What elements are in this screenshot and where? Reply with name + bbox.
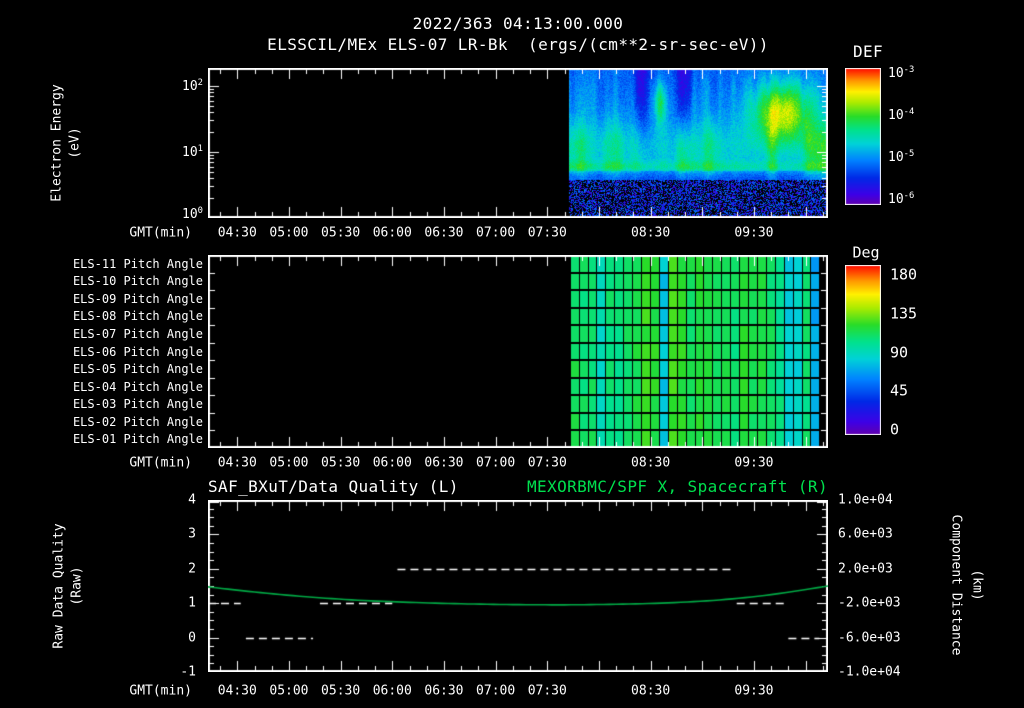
- x-tick-label-pitch: 08:30: [631, 455, 671, 471]
- x-tick-label-pitch: 07:30: [527, 455, 567, 471]
- deg-colorbar-tick-label: 45: [890, 381, 909, 400]
- quality-ytick-label: 2: [188, 561, 196, 577]
- quality-ytick-label: 4: [188, 492, 196, 508]
- x-tick-label-energy: 07:30: [527, 225, 567, 241]
- quality-ytick-label: 3: [188, 526, 196, 542]
- x-tick-label-quality: 08:30: [631, 683, 671, 699]
- x-tick-label-pitch: 07:00: [476, 455, 516, 471]
- quality-axis-units: (Raw): [69, 566, 85, 606]
- distance-ytick-label: -6.0e+03: [838, 630, 901, 646]
- x-tick-label-pitch: 06:00: [372, 455, 412, 471]
- quality-axis-label: Raw Data Quality: [51, 523, 67, 649]
- pitch-row-label: ELS-02 Pitch Angle: [72, 414, 203, 429]
- x-tick-label-quality: 09:30: [734, 683, 774, 699]
- x-tick-label-energy: 07:00: [476, 225, 516, 241]
- energy-axis-units: (eV): [67, 127, 83, 159]
- deg-colorbar: [845, 265, 881, 435]
- electron-energy-spectrogram: [208, 68, 828, 218]
- x-tick-label-quality: 05:30: [321, 683, 361, 699]
- pitch-row-label: ELS-09 Pitch Angle: [72, 291, 203, 306]
- pitch-row-label: ELS-10 Pitch Angle: [72, 274, 203, 289]
- deg-colorbar-tick-label: 0: [890, 420, 900, 439]
- energy-ytick-label: 102: [182, 77, 203, 94]
- pitch-row-label: ELS-06 Pitch Angle: [72, 344, 203, 359]
- x-tick-label-energy: 06:00: [372, 225, 412, 241]
- quality-title-right: MEXORBMC/SPF X, Spacecraft (R): [527, 477, 828, 496]
- gmt-label-pitch: GMT(min): [129, 455, 192, 471]
- gmt-label-quality: GMT(min): [129, 683, 192, 699]
- timestamp-title: 2022/363 04:13:00.000: [412, 14, 624, 33]
- quality-ytick-label: -1: [180, 664, 196, 680]
- x-tick-label-pitch: 04:30: [217, 455, 257, 471]
- distance-ytick-label: -1.0e+04: [838, 664, 901, 680]
- distance-axis-label: Component Distance: [948, 514, 964, 656]
- distance-axis-units: (km): [969, 569, 985, 601]
- x-tick-label-quality: 07:30: [527, 683, 567, 699]
- x-tick-label-pitch: 06:30: [424, 455, 464, 471]
- x-tick-label-energy: 05:00: [269, 225, 309, 241]
- distance-ytick-label: -2.0e+03: [838, 595, 901, 611]
- deg-colorbar-tick-label: 90: [890, 343, 909, 362]
- pitch-row-label: ELS-05 Pitch Angle: [72, 362, 203, 377]
- x-tick-label-quality: 05:00: [269, 683, 309, 699]
- pitch-row-label: ELS-04 Pitch Angle: [72, 379, 203, 394]
- energy-axis-label: Electron Energy: [49, 84, 65, 202]
- distance-ytick-label: 1.0e+04: [838, 492, 893, 508]
- x-tick-label-quality: 07:00: [476, 683, 516, 699]
- quality-ytick-label: 0: [188, 630, 196, 646]
- x-tick-label-energy: 06:30: [424, 225, 464, 241]
- pitch-row-label: ELS-07 Pitch Angle: [72, 326, 203, 341]
- x-tick-label-energy: 09:30: [734, 225, 774, 241]
- energy-ytick-label: 100: [182, 205, 203, 223]
- x-tick-label-energy: 04:30: [217, 225, 257, 241]
- def-colorbar-title: DEF: [852, 42, 884, 61]
- x-tick-label-quality: 06:30: [424, 683, 464, 699]
- pitch-row-label: ELS-08 Pitch Angle: [72, 309, 203, 324]
- x-tick-label-quality: 06:00: [372, 683, 412, 699]
- distance-ytick-label: 6.0e+03: [838, 526, 893, 542]
- x-tick-label-energy: 05:30: [321, 225, 361, 241]
- x-tick-label-pitch: 05:30: [321, 455, 361, 471]
- deg-colorbar-tick-label: 180: [890, 265, 918, 284]
- quality-distance-plot: [208, 500, 828, 672]
- def-colorbar: [845, 68, 881, 205]
- quality-ytick-label: 1: [188, 595, 196, 611]
- def-colorbar-tick-label: 10-6: [888, 191, 915, 208]
- pitch-row-label: ELS-11 Pitch Angle: [72, 256, 203, 271]
- def-colorbar-tick-label: 10-5: [888, 149, 915, 166]
- plot-title: ELSSCIL/MEx ELS-07 LR-Bk (ergs/(cm**2-sr…: [267, 35, 769, 54]
- def-colorbar-tick-label: 10-4: [888, 107, 915, 124]
- deg-colorbar-tick-label: 135: [890, 304, 918, 323]
- x-tick-label-quality: 04:30: [217, 683, 257, 699]
- x-tick-label-energy: 08:30: [631, 225, 671, 241]
- pitch-row-label: ELS-01 Pitch Angle: [72, 432, 203, 447]
- pitch-angle-heatmap: [208, 255, 828, 448]
- def-colorbar-tick-label: 10-3: [888, 65, 915, 82]
- distance-ytick-label: 2.0e+03: [838, 561, 893, 577]
- deg-colorbar-title: Deg: [852, 243, 880, 262]
- gmt-label-energy: GMT(min): [129, 225, 192, 241]
- energy-ytick-label: 101: [182, 143, 203, 161]
- x-tick-label-pitch: 05:00: [269, 455, 309, 471]
- pitch-row-label: ELS-03 Pitch Angle: [72, 397, 203, 412]
- quality-title-left: SAF_BXuT/Data Quality (L): [208, 477, 459, 496]
- x-tick-label-pitch: 09:30: [734, 455, 774, 471]
